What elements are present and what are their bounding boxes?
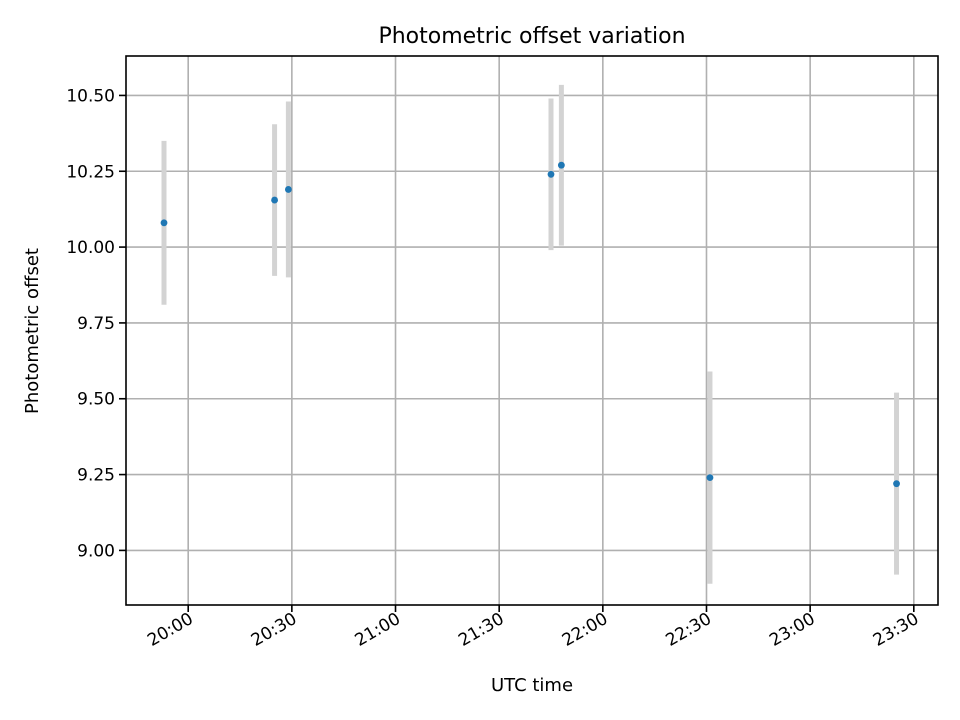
x-tick-label: 21:30 [455,609,507,651]
x-axis-label: UTC time [491,675,573,696]
y-tick-label: 10.00 [66,238,115,258]
y-tick-label: 9.25 [77,466,115,486]
x-tick-label: 22:30 [663,609,715,651]
y-tick-label: 10.50 [66,86,115,106]
x-tick-label: 21:00 [352,609,404,651]
data-point [271,196,278,204]
data-point [893,480,900,488]
y-tick-label: 9.75 [77,314,115,334]
x-tick-label: 20:30 [248,609,300,651]
grid [126,56,938,605]
x-tick-label: 22:00 [559,609,611,651]
data-point [285,186,292,193]
y-tick-label: 9.00 [77,541,115,561]
data-points [160,161,900,488]
y-tick-label: 10.25 [66,162,115,182]
data-point [160,219,168,227]
data-point [547,170,555,178]
plot-frame [125,55,939,606]
x-ticks: 20:00 20:30 21:00 21:30 22:00 22:30 23:00 23:30 [144,605,922,651]
y-ticks: 9.00 9.25 9.50 9.75 10.00 10.25 10.50 [66,86,126,561]
x-tick-label: 23:30 [870,609,922,651]
x-tick-label: 20:00 [144,609,196,651]
data-point [557,161,565,169]
x-tick-label: 23:00 [766,609,818,651]
chart-title: Photometric offset variation [378,24,685,49]
errorbars [161,84,900,584]
y-tick-label: 9.50 [77,390,115,410]
y-axis-label: Photometric offset [22,248,43,414]
data-point [706,474,714,482]
